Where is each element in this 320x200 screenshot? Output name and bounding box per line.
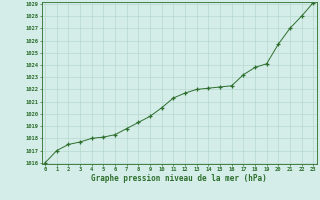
X-axis label: Graphe pression niveau de la mer (hPa): Graphe pression niveau de la mer (hPa) (91, 174, 267, 183)
